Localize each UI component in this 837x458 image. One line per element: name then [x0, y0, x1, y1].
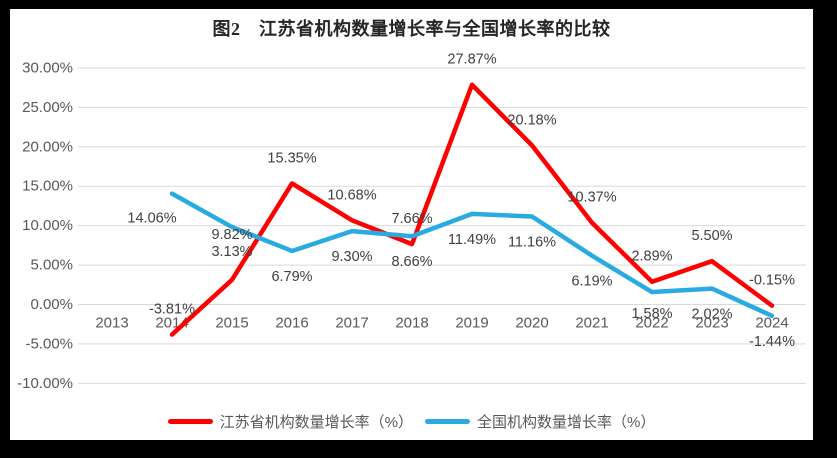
y-axis-tick-label: 5.00% — [30, 257, 73, 274]
data-label: 7.66% — [391, 211, 432, 227]
x-axis-tick-label: 2024 — [755, 315, 788, 332]
data-label: -1.44% — [749, 334, 795, 350]
series-line-national — [169, 191, 775, 319]
legend-line-swatch-jiangsu — [167, 418, 213, 424]
data-label: 10.68% — [327, 187, 376, 203]
data-label: 5.50% — [691, 228, 732, 244]
line-chart-plot: 30.00% 25.00% 20.00% 15.00% 10.00% 5.00% 0.00%… — [17, 52, 806, 392]
y-axis-tick-label: 30.00% — [22, 59, 73, 76]
x-axis-tick-label: 2016 — [275, 315, 308, 332]
y-axis-tick-label: -10.00% — [17, 375, 73, 392]
legend-item-national: 全国机构数量增长率（%） — [425, 411, 655, 432]
data-label: 11.49% — [448, 232, 496, 248]
data-label: 6.19% — [571, 274, 612, 290]
y-axis-tick-label: 15.00% — [22, 178, 73, 195]
x-axis-tick-label: 2017 — [335, 315, 368, 332]
y-axis-tick-label: 0.00% — [30, 296, 73, 313]
data-label: 9.30% — [331, 249, 372, 265]
x-axis-tick-label: 2021 — [575, 315, 608, 332]
chart-legend: 江苏省机构数量增长率（%） 全国机构数量增长率（%） — [10, 410, 813, 432]
data-label: 20.18% — [507, 112, 556, 128]
legend-label-national: 全国机构数量增长率（%） — [477, 413, 656, 431]
legend-label-jiangsu: 江苏省机构数量增长率（%） — [219, 413, 413, 431]
x-axis-tick-label: 2023 — [695, 315, 728, 332]
data-label: 14.06% — [127, 211, 176, 227]
y-axis-tick-label: -5.00% — [25, 335, 73, 352]
series-line-jiangsu — [169, 82, 775, 337]
chart-panel: 图2 江苏省机构数量增长率与全国增长率的比较 30.00% 25.00% 20.00… — [10, 9, 813, 440]
x-axis-tick-label: 2018 — [395, 315, 428, 332]
x-axis-tick-label: 2015 — [215, 315, 248, 332]
y-axis-tick-label: 25.00% — [22, 99, 73, 116]
data-label: 6.79% — [271, 269, 312, 285]
x-axis-tick-label: 2019 — [455, 315, 488, 332]
data-label: 2.89% — [631, 249, 672, 265]
data-label: 1.58% — [631, 306, 672, 322]
y-axis-tick-label: 20.00% — [22, 138, 73, 155]
legend-line-swatch-national — [425, 418, 470, 424]
data-label: 8.66% — [391, 254, 432, 270]
data-label: 15.35% — [267, 150, 316, 166]
x-axis-tick-label: 2022 — [635, 315, 668, 332]
legend-item-jiangsu: 江苏省机构数量增长率（%） — [167, 411, 413, 432]
data-label: 10.37% — [567, 190, 616, 206]
chart-title: 图2 江苏省机构数量增长率与全国增长率的比较 — [212, 19, 611, 39]
x-axis-tick-label: 2013 — [95, 315, 128, 332]
data-label: 3.13% — [211, 244, 252, 260]
x-axis-tick-label: 2020 — [515, 315, 548, 332]
data-label: 27.87% — [447, 52, 496, 68]
data-label: 9.82% — [211, 227, 252, 243]
data-label: -3.81% — [149, 302, 195, 318]
data-label: 11.16% — [508, 235, 556, 251]
data-label: -0.15% — [749, 273, 795, 289]
data-label: 2.02% — [691, 307, 732, 323]
y-axis-tick-label: 10.00% — [22, 217, 73, 234]
